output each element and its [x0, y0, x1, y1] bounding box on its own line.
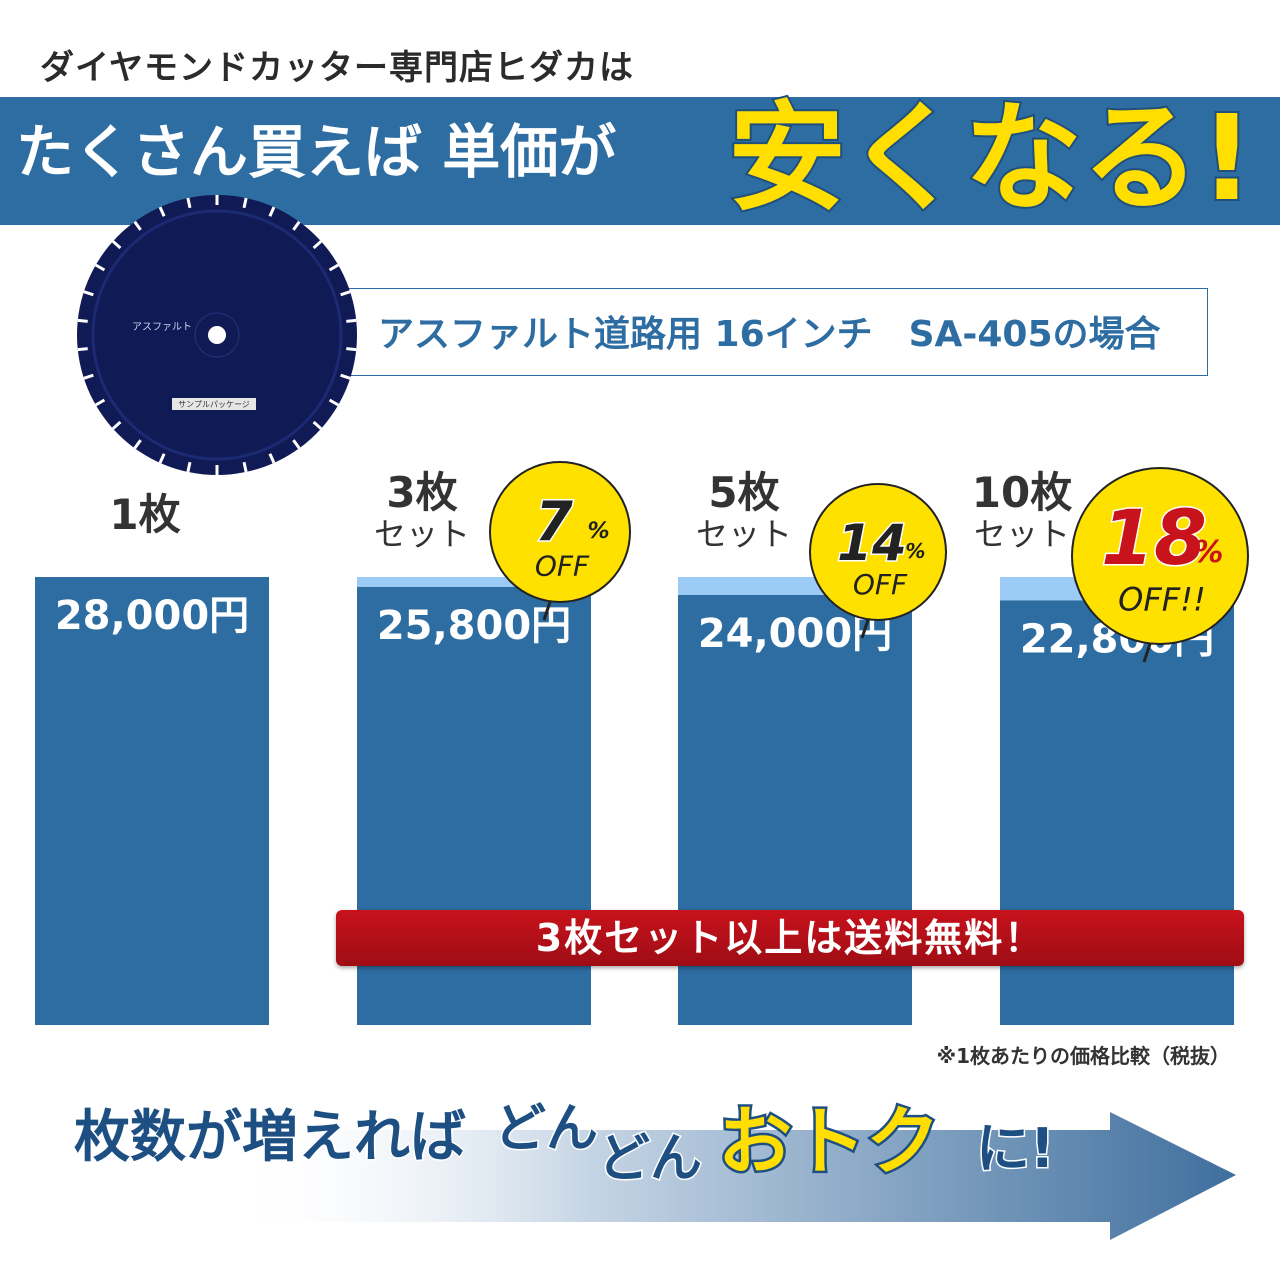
quantity-main: 10枚 [971, 468, 1073, 517]
quantity-main: 1枚 [109, 490, 181, 539]
discount-unit: % [587, 519, 609, 544]
diamond-blade-image: アスファルト サンプルパッケージ [77, 195, 357, 475]
product-description: アスファルト道路用 16インチ SA-405の場合 [378, 314, 1161, 355]
free-shipping-banner [336, 910, 1244, 966]
discount-off-label: OFF!! [1118, 581, 1206, 619]
quantity-label-1: 1枚 [100, 492, 190, 538]
slogan-part-2a: どん [492, 1098, 599, 1161]
price-label: 25,800円 [377, 603, 571, 649]
slogan-part-1: 枚数が増えれば [73, 1104, 468, 1172]
discount-badge [1071, 467, 1249, 645]
quantity-label-10: 10枚 セット [962, 468, 1082, 553]
price-label: 24,000円 [698, 611, 892, 657]
quantity-label-5: 5枚 セット [694, 468, 794, 553]
arrow-graphic [230, 1112, 1236, 1240]
quantity-sub: セット [973, 515, 1070, 553]
slogan-part-2b: どん [596, 1128, 703, 1191]
quantity-main: 3枚 [386, 468, 458, 517]
product-description-box [300, 288, 1208, 376]
discount-badge [809, 483, 947, 621]
slogan-part-3: おトク [716, 1097, 943, 1188]
quantity-sub: セット [695, 515, 792, 553]
discount-unit: % [1193, 535, 1223, 570]
price-label: 28,000円 [55, 593, 249, 639]
price-bar [35, 577, 269, 1025]
discount-number: 18 [1101, 493, 1207, 582]
discount-number: 14 [837, 514, 907, 572]
discount-off-label: OFF [853, 568, 908, 601]
price-footnote: ※1枚あたりの価格比較（税抜） [936, 1044, 1230, 1068]
blade-sticker: サンプルパッケージ [178, 400, 250, 409]
quantity-label-3: 3枚 セット [372, 468, 472, 553]
headline-main: たくさん買えば 単価が [16, 118, 617, 186]
savings-segment [357, 577, 591, 587]
discount-badge [489, 461, 631, 603]
discount-unit: % [905, 539, 925, 563]
quantity-main: 5枚 [708, 468, 780, 517]
headline-accent: 安くなる! [726, 87, 1256, 229]
blade-label: アスファルト [132, 322, 192, 333]
discount-number: 7 [535, 490, 573, 553]
shop-tagline: ダイヤモンドカッター専門店ヒダカは [40, 48, 634, 88]
quantity-sub: セット [373, 515, 470, 553]
free-shipping-text: 3枚セット以上は送料無料！ [535, 916, 1045, 960]
discount-off-label: OFF [535, 549, 590, 582]
slogan-part-4: に! [975, 1116, 1057, 1182]
